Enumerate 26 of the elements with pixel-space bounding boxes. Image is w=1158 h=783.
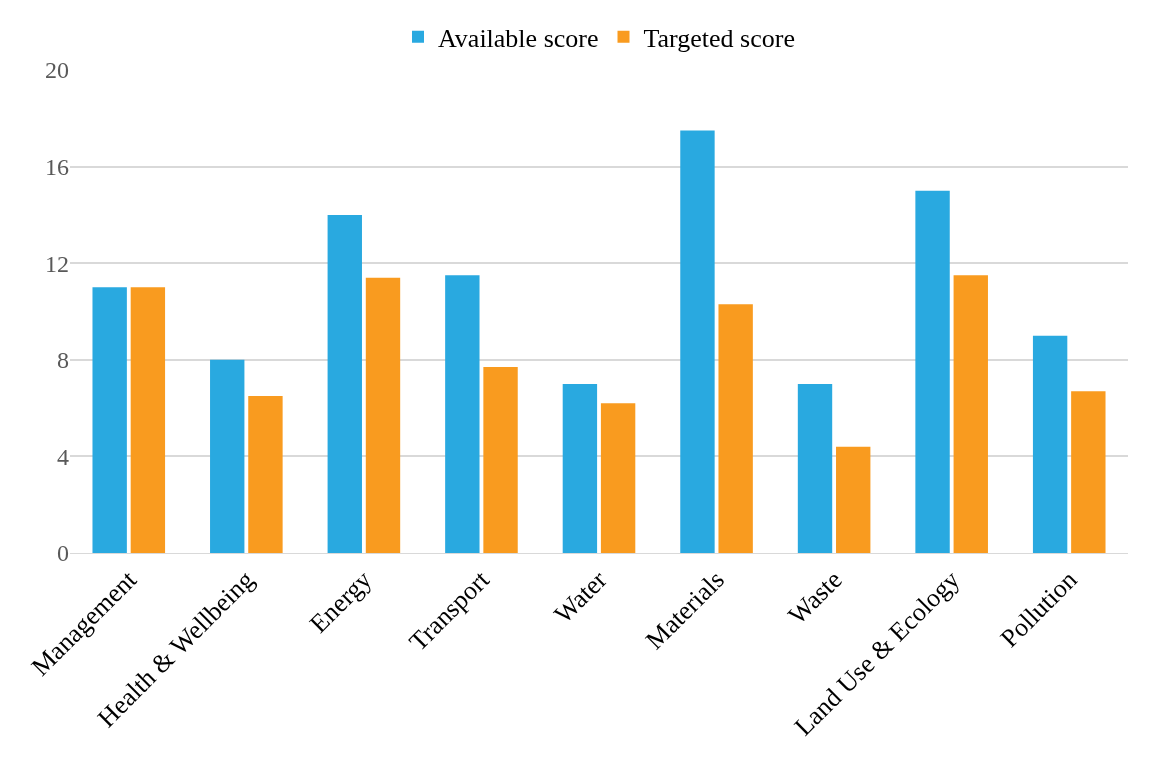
bar — [718, 304, 753, 553]
bar — [915, 190, 950, 553]
bar — [953, 275, 988, 553]
bar — [1032, 335, 1068, 553]
bar — [836, 446, 871, 553]
bar — [327, 214, 362, 553]
bar — [797, 383, 833, 553]
legend-label: Targeted score — [643, 23, 795, 53]
bar — [562, 383, 598, 553]
y-tick-label: 4 — [57, 443, 69, 470]
y-tick-label: 0 — [57, 540, 69, 567]
bar — [483, 367, 518, 553]
bar — [130, 287, 166, 553]
bar — [248, 396, 283, 553]
bar — [600, 403, 636, 553]
y-tick-label: 8 — [57, 347, 69, 374]
y-tick-label: 16 — [45, 154, 69, 180]
y-tick-label: 12 — [45, 250, 69, 277]
bar — [680, 130, 715, 553]
bar — [365, 277, 401, 553]
y-tick-label: 20 — [45, 57, 69, 84]
bar — [445, 275, 480, 553]
legend-label: Available score — [438, 23, 599, 53]
bar — [210, 359, 245, 553]
bar — [92, 287, 127, 553]
bar — [1071, 391, 1106, 553]
